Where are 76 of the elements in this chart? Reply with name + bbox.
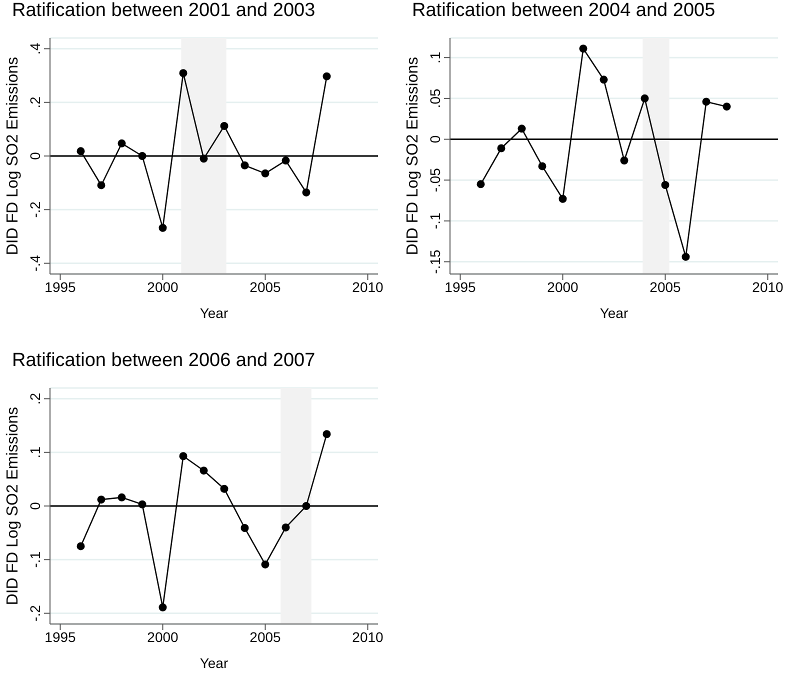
- chart-title: Ratification between 2006 and 2007: [11, 350, 316, 373]
- point: [538, 162, 546, 170]
- point: [97, 181, 106, 190]
- point: [76, 147, 85, 156]
- point: [220, 484, 228, 493]
- y-tick-label: .4: [27, 42, 43, 55]
- point: [97, 496, 106, 504]
- point: [702, 98, 710, 106]
- point: [600, 76, 608, 84]
- point: [518, 124, 526, 133]
- y-tick-label: -.15: [427, 249, 443, 274]
- x-tick-label: 2010: [752, 278, 784, 295]
- x-tick-label: 2010: [352, 628, 384, 645]
- y-tick-label: -.2: [27, 604, 43, 622]
- point: [558, 194, 567, 203]
- y-tick-label: -.1: [427, 212, 443, 230]
- y-tick-label: 0: [427, 135, 443, 144]
- y-tick-label: -.4: [27, 254, 43, 272]
- y-tick-label: .05: [427, 88, 443, 108]
- point: [579, 44, 588, 53]
- point: [138, 152, 146, 160]
- x-tick-label: 2005: [650, 278, 682, 295]
- y-tick-label: -.2: [27, 201, 43, 218]
- y-axis-title: DID FD Log SO2 Emissions: [404, 56, 422, 256]
- point: [138, 500, 146, 508]
- y-tick-label: .1: [427, 52, 443, 64]
- point: [620, 156, 628, 164]
- point: [158, 603, 167, 612]
- point: [722, 102, 731, 111]
- point: [302, 502, 310, 510]
- point: [302, 188, 310, 196]
- x-tick-label: 2000: [147, 278, 179, 295]
- point: [118, 139, 126, 148]
- point: [158, 224, 167, 232]
- x-axis-title: Year: [600, 305, 628, 321]
- point: [200, 466, 208, 475]
- point: [220, 122, 228, 130]
- point: [640, 94, 649, 102]
- point: [322, 430, 331, 438]
- point: [261, 169, 270, 178]
- x-tick-label: 2005: [250, 628, 282, 645]
- x-tick-label: 2005: [250, 278, 282, 295]
- y-tick-label: -.05: [427, 168, 443, 192]
- x-tick-label: 2010: [352, 278, 384, 295]
- point: [200, 154, 208, 163]
- point: [497, 144, 506, 152]
- y-tick-label: .1: [27, 446, 43, 458]
- point: [179, 452, 188, 460]
- y-tick-label: -.1: [27, 551, 43, 568]
- point: [240, 524, 249, 532]
- y-axis-title: DID FD Log SO2 Emissions: [4, 56, 22, 256]
- point: [261, 560, 270, 568]
- chart-title: Ratification between 2004 and 2005: [411, 0, 716, 23]
- point: [76, 542, 85, 550]
- y-tick-label: .2: [27, 96, 43, 108]
- y-tick-label: .2: [27, 392, 43, 405]
- x-axis-title: Year: [200, 655, 228, 671]
- x-tick-label: 1995: [44, 278, 76, 295]
- point: [240, 161, 249, 170]
- point: [661, 180, 670, 189]
- x-tick-label: 2000: [147, 628, 179, 645]
- y-tick-label: 0: [27, 502, 43, 510]
- point: [118, 493, 126, 502]
- point: [322, 72, 331, 80]
- y-axis-title: DID FD Log SO2 Emissions: [4, 406, 22, 606]
- x-tick-label: 2000: [547, 278, 579, 295]
- point: [282, 523, 290, 532]
- x-tick-label: 1995: [44, 628, 76, 645]
- y-tick-label: 0: [27, 152, 43, 160]
- point: [282, 156, 290, 165]
- chart-title: Ratification between 2001 and 2003: [11, 0, 316, 23]
- point: [476, 180, 485, 188]
- x-tick-label: 1995: [444, 278, 476, 295]
- x-axis-title: Year: [200, 305, 228, 321]
- point: [179, 69, 188, 78]
- point: [682, 252, 690, 261]
